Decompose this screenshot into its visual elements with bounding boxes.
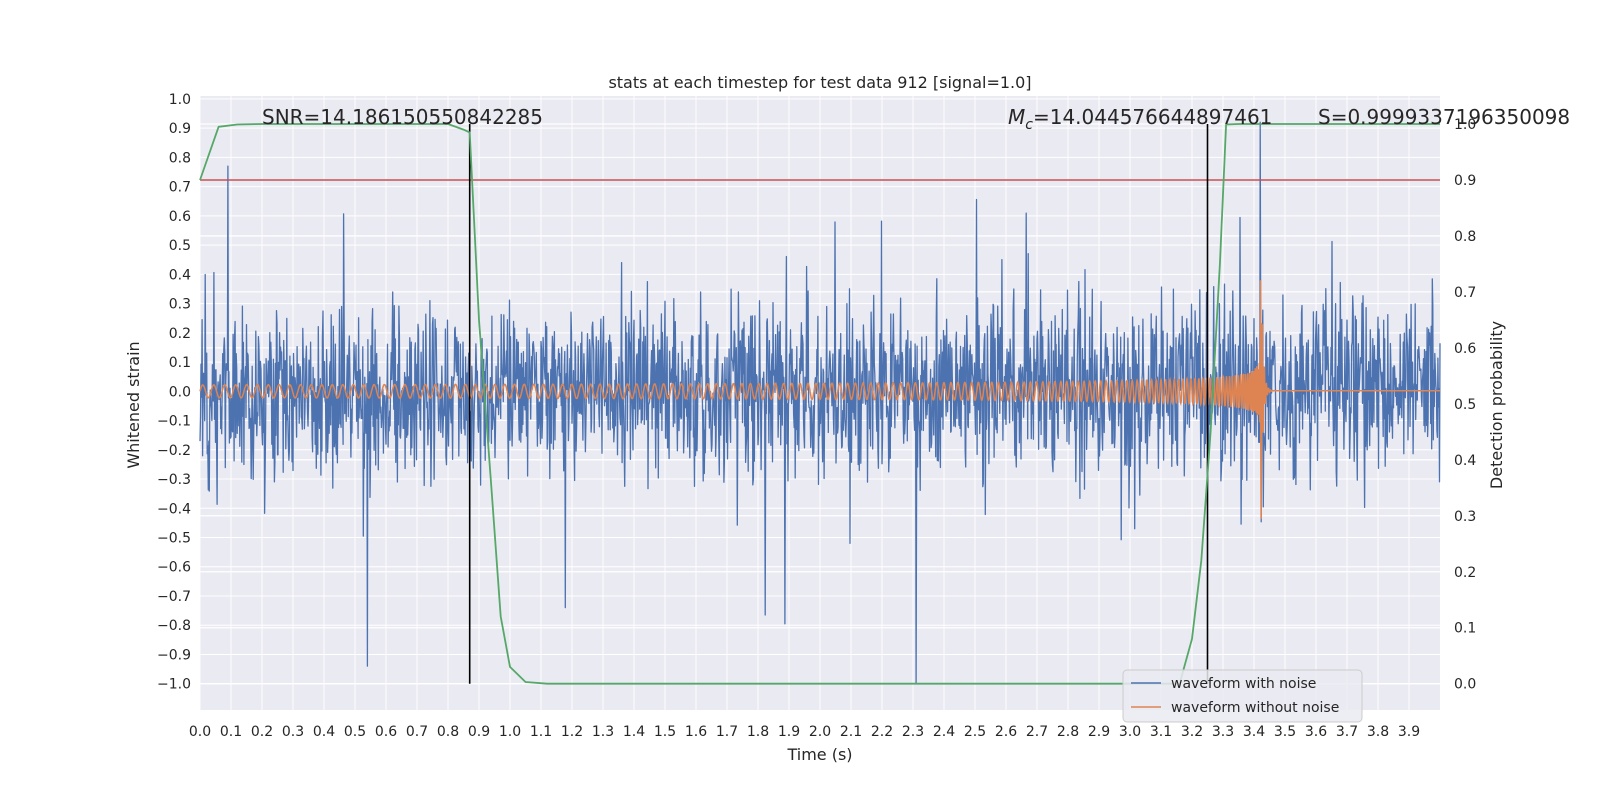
probability-series (199, 123, 1440, 685)
y-tick-label: −0.7 (157, 589, 191, 605)
x-tick-label: 0.6 (375, 724, 397, 740)
y-tick-label: 1.0 (169, 92, 191, 108)
x-tick-label: 1.7 (716, 724, 738, 740)
y-tick-label: −0.2 (157, 443, 191, 459)
y-tick-label: 0.0 (169, 384, 191, 400)
x-tick-label: 0.1 (220, 724, 242, 740)
y-tick-label: 0.9 (169, 121, 191, 137)
x-tick-label: 0.2 (251, 724, 273, 740)
x-tick-label: 2.4 (933, 724, 955, 740)
y2-tick-label: 0.7 (1454, 285, 1476, 301)
x-tick-label: 0.7 (406, 724, 428, 740)
x-tick-label: 3.1 (1150, 724, 1172, 740)
x-tick-label: 0.8 (437, 724, 459, 740)
x-tick-label: 1.6 (685, 724, 707, 740)
y-tick-label: −0.4 (157, 501, 191, 517)
x-tick-label: 3.5 (1274, 724, 1296, 740)
significance-annotation: S=0.9999337196350098 (1318, 105, 1570, 129)
x-tick-label: 3.4 (1243, 724, 1265, 740)
y2-tick-label: 0.5 (1454, 397, 1476, 413)
x-axis-ticks: 0.0 0.1 0.2 0.3 0.4 0.5 0.6 0.7 0.8 0.9 1.0 1.1 1.2 1… (189, 724, 1420, 740)
y2-tick-label: 1.0 (1454, 117, 1476, 133)
x-tick-label: 1.5 (654, 724, 676, 740)
x-tick-label: 2.5 (964, 724, 986, 740)
x-tick-label: 2.6 (995, 724, 1017, 740)
x-tick-label: 2.0 (809, 724, 831, 740)
y-tick-label: 0.4 (169, 267, 191, 283)
y2-tick-label: 0.0 (1454, 677, 1476, 693)
y2-tick-label: 0.3 (1454, 509, 1476, 525)
clean-series (199, 280, 1440, 519)
y-tick-label: −0.1 (157, 414, 191, 430)
chirp-mass-value: =14.044576644897461 (1033, 105, 1272, 129)
y-tick-label: −0.5 (157, 530, 191, 546)
legend-label-noisy: waveform with noise (1171, 676, 1316, 692)
x-tick-label: 0.4 (313, 724, 335, 740)
y2-tick-label: 0.4 (1454, 453, 1476, 469)
x-tick-label: 1.4 (623, 724, 645, 740)
chirp-mass-symbol: M (1008, 105, 1025, 129)
x-tick-label: 1.9 (778, 724, 800, 740)
x-tick-label: 3.0 (1119, 724, 1141, 740)
y-tick-label: 0.2 (169, 326, 191, 342)
legend: waveform with noise waveform without noi… (1122, 669, 1363, 723)
overlay-lines (200, 123, 1440, 684)
legend-box (1122, 669, 1363, 723)
y2-axis-label: Detection probability (1487, 321, 1506, 489)
x-tick-label: 3.8 (1367, 724, 1389, 740)
x-tick-label: 0.0 (189, 724, 211, 740)
x-tick-label: 1.2 (561, 724, 583, 740)
chart-title: stats at each timestep for test data 912… (608, 73, 1031, 92)
y-tick-label: 0.6 (169, 209, 191, 225)
x-tick-label: 1.8 (747, 724, 769, 740)
noisy-waveform-line (199, 121, 1441, 685)
legend-label-clean: waveform without noise (1171, 700, 1339, 716)
x-tick-label: 3.7 (1336, 724, 1358, 740)
chirp-mass-annotation: Mc=14.044576644897461 (1008, 105, 1272, 133)
x-tick-label: 3.3 (1212, 724, 1234, 740)
x-tick-label: 1.1 (530, 724, 552, 740)
y2-tick-label: 0.8 (1454, 229, 1476, 245)
x-axis-label: Time (s) (786, 745, 852, 764)
x-tick-label: 2.2 (871, 724, 893, 740)
y-tick-label: 0.3 (169, 297, 191, 313)
x-tick-label: 1.3 (592, 724, 614, 740)
y-tick-label: 0.5 (169, 238, 191, 254)
clean-waveform-line (199, 280, 1440, 519)
y2-tick-label: 0.1 (1454, 621, 1476, 637)
y2-tick-label: 0.2 (1454, 565, 1476, 581)
x-tick-label: 2.1 (840, 724, 862, 740)
x-tick-label: 0.3 (282, 724, 304, 740)
y-tick-label: 0.8 (169, 150, 191, 166)
chirp-mass-subscript: c (1025, 117, 1033, 133)
detection-probability-line (199, 123, 1440, 685)
y-tick-label: −0.3 (157, 472, 191, 488)
y-tick-label: −0.9 (157, 647, 191, 663)
y-tick-label: 0.1 (169, 355, 191, 371)
snr-annotation: SNR=14.186150550842285 (262, 105, 543, 129)
x-tick-label: 2.7 (1026, 724, 1048, 740)
noisy-series (199, 121, 1441, 685)
x-tick-label: 2.3 (902, 724, 924, 740)
y2-axis-ticks: 0.0 0.1 0.2 0.3 0.4 0.5 0.6 0.7 0.8 0.9 1.0 (1454, 117, 1476, 693)
y-tick-label: 0.7 (169, 180, 191, 196)
y-tick-label: −0.8 (157, 618, 191, 634)
y-tick-label: −0.6 (157, 560, 191, 576)
y2-tick-label: 0.6 (1454, 341, 1476, 357)
x-tick-label: 3.6 (1305, 724, 1327, 740)
y-axis-label: Whitened strain (124, 341, 143, 468)
y-axis-ticks: 1.0 0.9 0.8 0.7 0.6 0.5 0.4 0.3 0.2 0.1 0.0 −0.1 −0.… (157, 92, 191, 693)
x-tick-label: 0.9 (468, 724, 490, 740)
y2-tick-label: 0.9 (1454, 173, 1476, 189)
y-tick-label: −1.0 (157, 677, 191, 693)
x-tick-label: 2.8 (1057, 724, 1079, 740)
x-tick-label: 0.5 (344, 724, 366, 740)
x-tick-label: 2.9 (1088, 724, 1110, 740)
x-tick-label: 3.9 (1398, 724, 1420, 740)
x-tick-label: 1.0 (499, 724, 521, 740)
x-tick-label: 3.2 (1181, 724, 1203, 740)
